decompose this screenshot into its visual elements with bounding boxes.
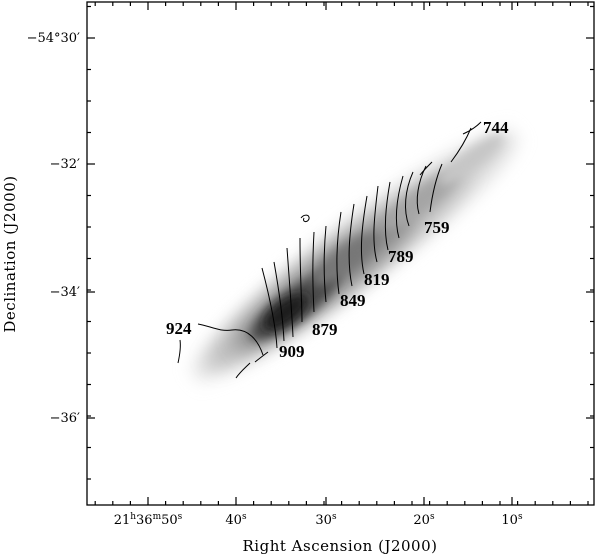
contour-line	[312, 231, 315, 313]
contour-line	[384, 181, 391, 251]
y-tick-label: −32′	[50, 157, 80, 172]
y-axis-title: Declination (J2000)	[1, 175, 19, 332]
velocity-labels: 744 759 789 819 849 879 909 924	[166, 118, 509, 361]
contour-line	[254, 351, 269, 363]
contour-line	[419, 161, 433, 176]
y-tick-labels: −54°30′ −32′ −34′ −36′	[27, 31, 80, 426]
contour-line	[405, 171, 414, 227]
velocity-label: 759	[424, 218, 450, 237]
contour-line	[336, 211, 342, 295]
contour-line	[360, 195, 368, 275]
contour-line	[286, 247, 294, 338]
y-tick-label: −54°30′	[27, 31, 80, 46]
velocity-label: 849	[340, 291, 366, 310]
x-tick-label: 10s	[501, 512, 523, 528]
contour-line	[177, 339, 181, 364]
y-tick-label: −36′	[50, 411, 80, 426]
velocity-label: 789	[388, 247, 414, 266]
contour-line	[450, 127, 472, 163]
contour-line	[300, 214, 310, 222]
contour-line	[373, 185, 379, 263]
velocity-label: 909	[279, 342, 305, 361]
x-tick-label: 20s	[413, 512, 435, 528]
velocity-contours	[177, 121, 482, 379]
contour-line	[323, 225, 327, 303]
grayscale-intensity-image	[194, 132, 516, 378]
y-tick-label: −34′	[50, 285, 80, 300]
contour-line	[299, 237, 303, 323]
x-tick-labels: 21h36m50s 40s 30s 20s 10s	[114, 512, 523, 528]
x-tick-label: 30s	[315, 512, 337, 528]
contour-line	[462, 121, 482, 135]
x-axis-title: Right Ascension (J2000)	[243, 537, 438, 555]
contour-line	[261, 267, 278, 349]
contour-line	[395, 175, 404, 239]
contour-line	[235, 362, 251, 379]
velocity-label: 924	[166, 319, 192, 338]
plot-frame	[86, 1, 595, 506]
contour-line	[273, 261, 285, 342]
velocity-label: 819	[364, 270, 390, 289]
contour-line	[429, 163, 443, 213]
velocity-label: 744	[483, 118, 509, 137]
contour-line	[197, 323, 264, 356]
contour-line	[348, 203, 355, 287]
velocity-label: 879	[312, 320, 338, 339]
axis-ticks	[87, 2, 594, 505]
x-tick-label: 21h36m50s	[114, 512, 183, 528]
x-tick-label: 40s	[225, 512, 247, 528]
